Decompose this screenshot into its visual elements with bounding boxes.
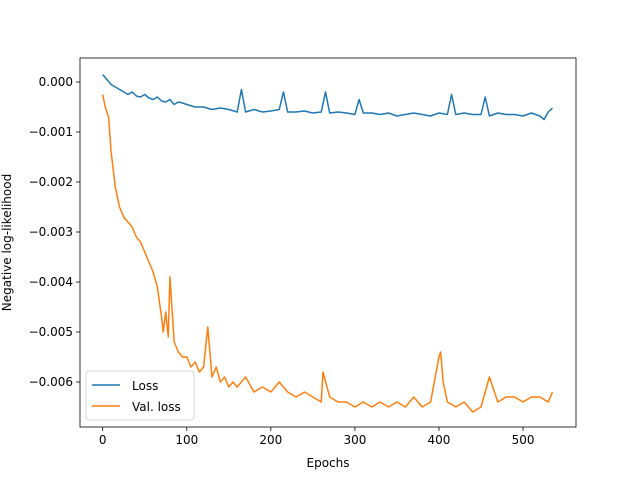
x-axis-label: Epochs xyxy=(307,456,350,470)
x-tick-label: 200 xyxy=(259,433,282,447)
legend: Loss Val. loss xyxy=(85,370,195,421)
legend-label-loss: Loss xyxy=(132,379,158,393)
y-axis-label: Negative log-likelihood xyxy=(0,174,14,311)
x-tick-label: 300 xyxy=(343,433,366,447)
x-tick-label: 100 xyxy=(175,433,198,447)
x-tick-label: 500 xyxy=(512,433,535,447)
legend-label-val-loss: Val. loss xyxy=(132,400,181,414)
y-axis-ticks: −0.006 −0.005 −0.004 −0.003 −0.002 −0.001 0.00… xyxy=(29,75,80,389)
plot-area xyxy=(80,58,576,427)
x-tick-label: 400 xyxy=(428,433,451,447)
y-tick-label: −0.002 xyxy=(29,175,73,189)
y-tick-label: −0.004 xyxy=(29,275,73,289)
y-tick-label: −0.003 xyxy=(29,225,73,239)
y-tick-label: 0.000 xyxy=(39,75,73,89)
plot-frame xyxy=(79,57,577,428)
series-line-val-loss xyxy=(101,94,554,413)
legend-box xyxy=(85,370,195,421)
y-tick-label: −0.006 xyxy=(29,375,73,389)
y-tick-label: −0.001 xyxy=(29,125,73,139)
x-axis-ticks: 0 100 200 300 400 500 xyxy=(99,427,535,447)
series-line-loss xyxy=(102,74,553,121)
y-tick-label: −0.005 xyxy=(29,325,73,339)
x-tick-label: 0 xyxy=(99,433,107,447)
series-layer xyxy=(101,74,554,413)
